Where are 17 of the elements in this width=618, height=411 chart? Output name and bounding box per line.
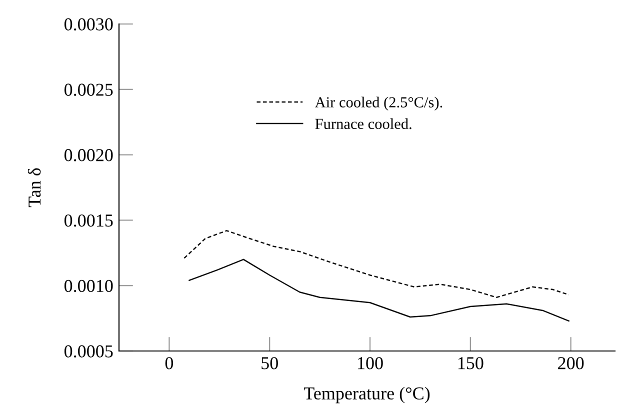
legend-label: Air cooled (2.5°C/s). <box>314 96 442 111</box>
x-tick-label: 50 <box>262 357 278 370</box>
x-tick-label: 200 <box>558 357 584 370</box>
y-axis-title: Tan δ <box>28 168 41 208</box>
legend-label: Furnace cooled. <box>315 118 412 130</box>
x-tick-label: 150 <box>458 357 484 370</box>
y-tick-label: 0.0005 <box>64 345 113 358</box>
x-tick-label: 100 <box>358 357 383 370</box>
y-tick-label: 0.0010 <box>64 280 113 292</box>
y-tick-label: 0.0030 <box>64 18 113 31</box>
y-tick-label: 0.0015 <box>64 214 113 227</box>
y-tick-label: 0.0025 <box>64 84 113 96</box>
y-tick-label: 0.0020 <box>64 149 113 162</box>
x-axis-title: Temperature (°C) <box>304 386 430 404</box>
line-series <box>184 230 570 298</box>
x-tick-label: 0 <box>165 357 174 370</box>
line-series <box>188 258 570 322</box>
